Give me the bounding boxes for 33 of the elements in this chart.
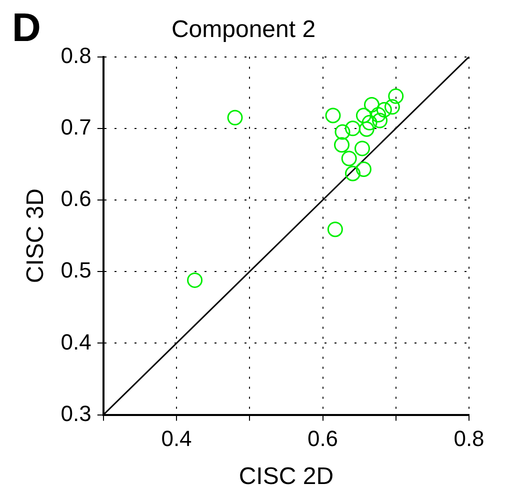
y-axis-title: CISC 3D <box>22 188 50 284</box>
point <box>388 88 404 104</box>
point <box>356 108 372 124</box>
point <box>384 99 400 115</box>
point <box>344 166 360 182</box>
point <box>372 112 388 128</box>
y-tick-label: 0.7 <box>60 114 92 140</box>
text: D <box>12 6 41 50</box>
y-tick-label: 0.8 <box>60 42 92 68</box>
point <box>358 121 374 137</box>
point <box>187 272 203 288</box>
point <box>362 114 378 130</box>
point <box>356 161 372 177</box>
x-tick-label: 0.6 <box>307 426 338 452</box>
point <box>376 102 392 118</box>
point <box>341 150 357 166</box>
point <box>327 222 343 238</box>
y-tick-label: 0.6 <box>60 186 92 212</box>
point <box>334 124 350 140</box>
point <box>334 137 350 153</box>
y-tick-label: 0.5 <box>60 258 92 283</box>
point <box>354 140 370 156</box>
point <box>325 108 341 124</box>
point <box>344 120 360 136</box>
chart-title: Component 2 <box>171 16 316 44</box>
point <box>227 110 243 126</box>
x-tick-label: 0.4 <box>161 426 192 452</box>
point <box>364 97 380 113</box>
point <box>370 107 386 123</box>
x-axis-title: CISC 2D <box>238 463 334 490</box>
y-tick-label: 0.4 <box>60 329 92 354</box>
x-tick-label: 0.8 <box>454 426 484 452</box>
y-tick-label: 0.3 <box>60 400 92 426</box>
